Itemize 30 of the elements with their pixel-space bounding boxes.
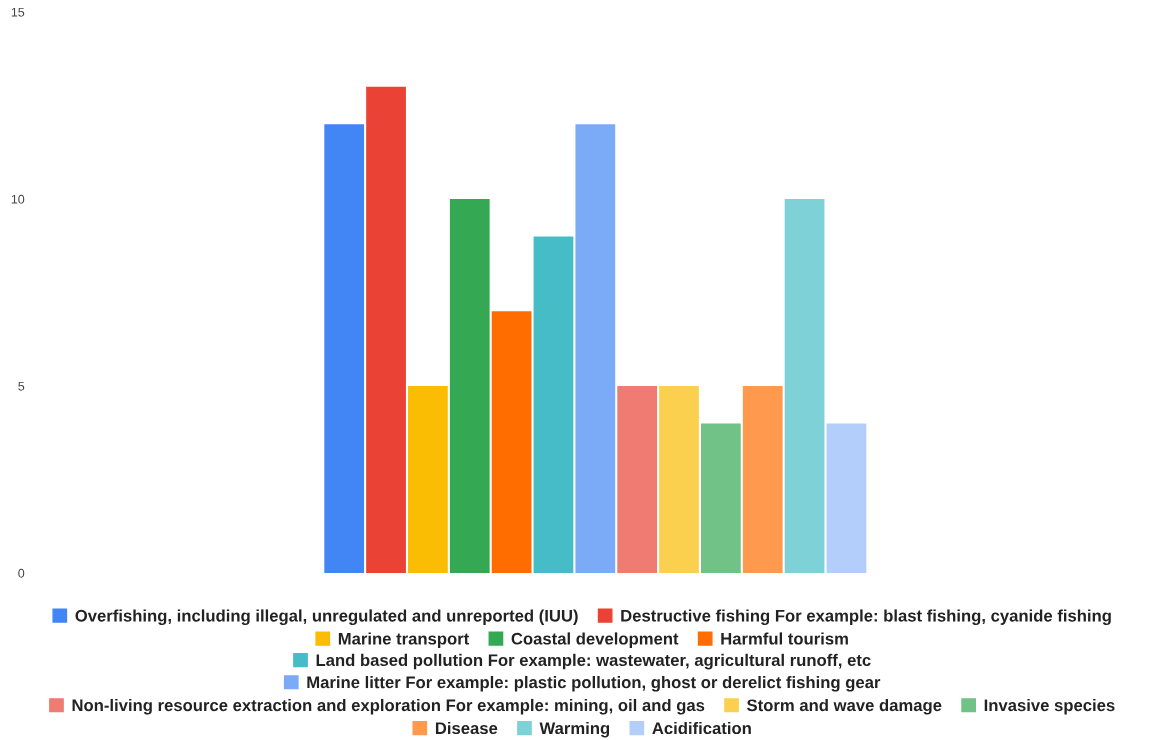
legend-label: Invasive species [984, 698, 1115, 715]
legend-label: Non-living resource extraction and exploration For example: mining, oil and gas [72, 698, 705, 715]
bar [784, 198, 825, 573]
bar [826, 423, 867, 573]
legend-label: Coastal development [511, 632, 679, 648]
bar [617, 385, 658, 573]
y-tick-label: 10 [11, 194, 25, 204]
legend-label: Disease [435, 721, 498, 735]
y-tick-label: 5 [18, 381, 25, 391]
bar [533, 236, 574, 573]
y-tick-label: 0 [18, 568, 25, 578]
bar [408, 385, 448, 573]
y-tick-label: 15 [11, 7, 25, 17]
bar [659, 385, 699, 573]
bar [366, 86, 406, 573]
bar [742, 385, 783, 573]
legend-label: Land based pollution For example: wastewater, agricultural runoff, etc [316, 653, 871, 670]
legend-label: Marine litter For example: plastic pollution, ghost or derelict fishing gear [307, 676, 881, 692]
legend-label: Storm and wave damage [747, 698, 942, 715]
legend-label: Marine transport [338, 632, 470, 648]
bar [449, 198, 490, 573]
bar [324, 124, 365, 573]
legend-label: Warming [539, 721, 610, 738]
bar [575, 124, 616, 573]
legend-label: Harmful tourism [721, 632, 848, 645]
legend-label: Acidification [652, 721, 751, 735]
legend-label: Overfishing, including illegal, unregulated and unreported (IUU) [75, 609, 578, 626]
bar [491, 311, 532, 573]
legend-label: Destructive fishing For example: blast fishing, cyanide fishing [621, 609, 1111, 626]
bar [701, 423, 741, 573]
